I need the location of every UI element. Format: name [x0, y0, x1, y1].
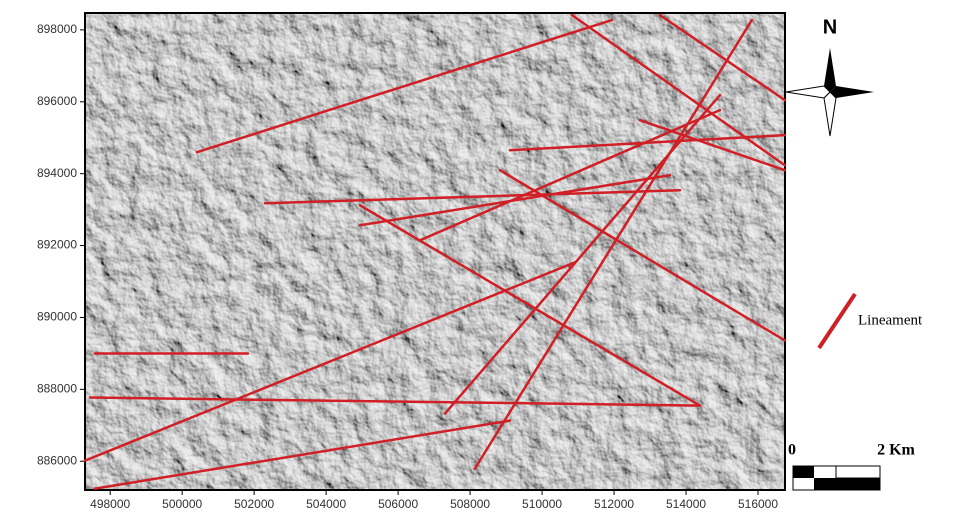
- x-tick-label: 502000: [234, 497, 274, 511]
- x-tick-label: 506000: [378, 497, 418, 511]
- map: N 0 2 Km Lineament 498000 500000 502000 504…: [0, 0, 953, 521]
- x-tick-label: 516000: [738, 497, 778, 511]
- legend-label: Lineament: [858, 312, 923, 328]
- x-tick-label: 500000: [162, 497, 202, 511]
- y-tick-label: 886000: [37, 453, 77, 467]
- x-tick-label: 512000: [594, 497, 634, 511]
- north-label: N: [823, 16, 837, 38]
- x-tick-label: 508000: [450, 497, 490, 511]
- y-tick-label: 898000: [37, 22, 77, 36]
- scale-bar: [793, 466, 880, 490]
- y-tick-label: 894000: [37, 166, 77, 180]
- y-tick-label: 888000: [37, 382, 77, 396]
- y-tick-label: 892000: [37, 238, 77, 252]
- y-tick-label: 890000: [37, 310, 77, 324]
- legend-swatch: [819, 294, 855, 348]
- y-tick-label: 896000: [37, 94, 77, 108]
- scale-label: 2 Km: [877, 442, 915, 459]
- north-arrow: [786, 48, 874, 136]
- scale-label: 0: [788, 442, 796, 459]
- x-tick-label: 514000: [666, 497, 706, 511]
- x-tick-label: 510000: [522, 497, 562, 511]
- x-tick-label: 504000: [306, 497, 346, 511]
- x-tick-label: 498000: [90, 497, 130, 511]
